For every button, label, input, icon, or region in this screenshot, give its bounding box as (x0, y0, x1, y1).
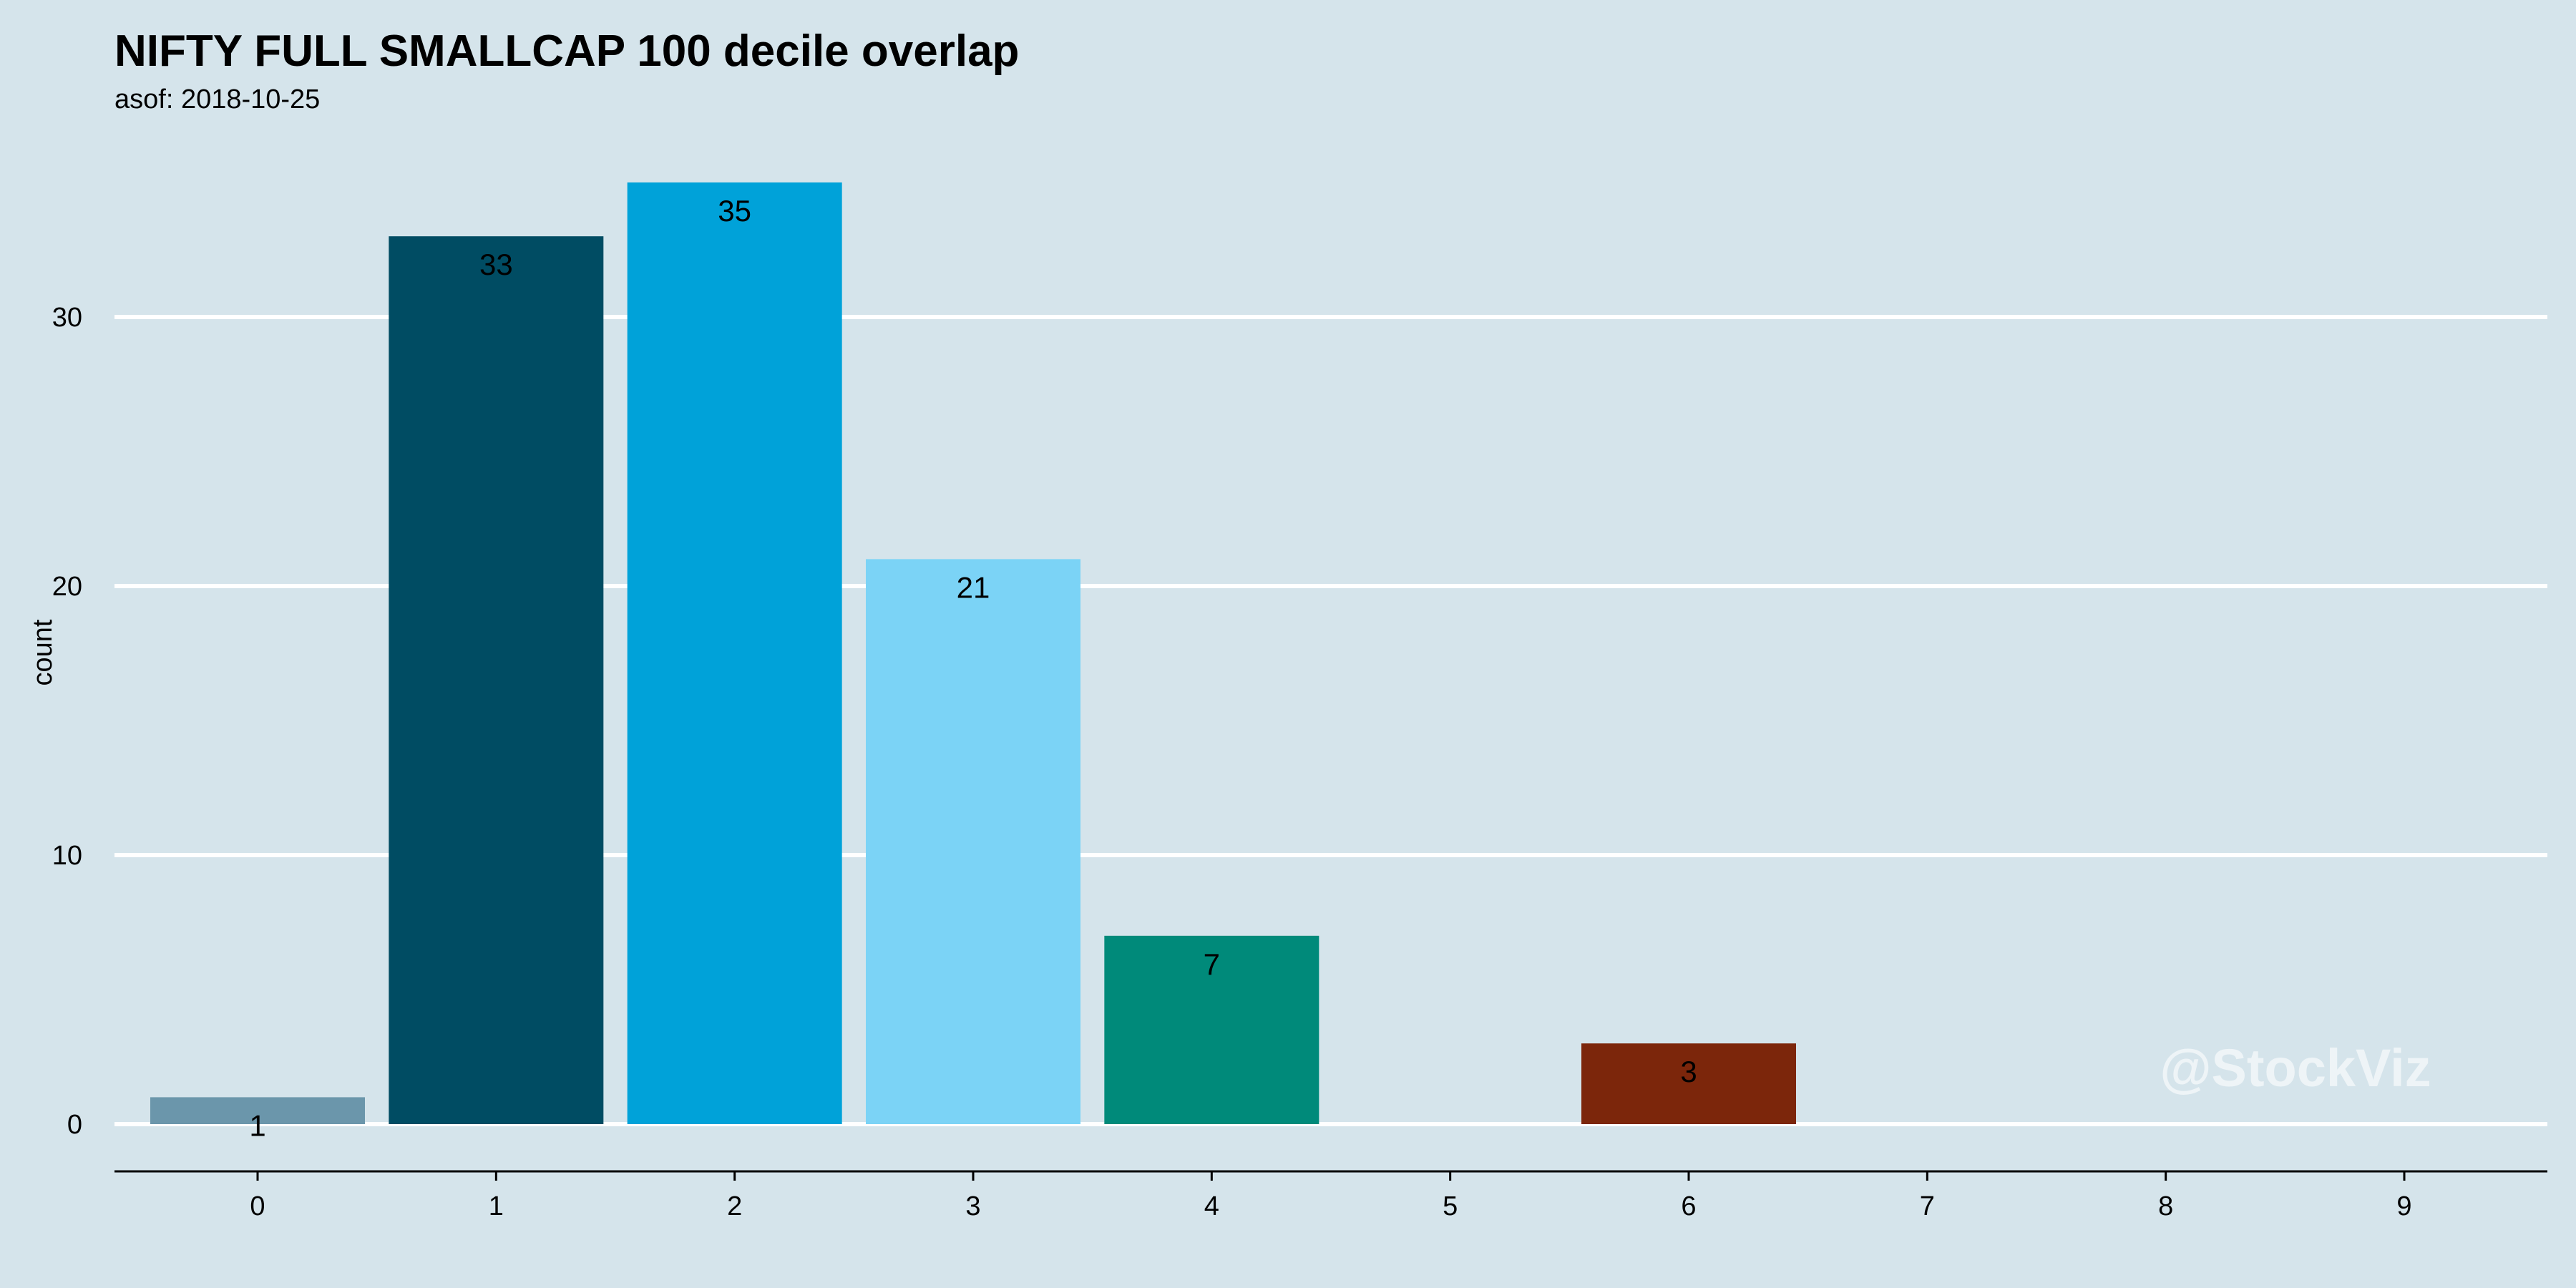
data-label-1: 33 (479, 248, 513, 281)
bar-4 (1104, 935, 1319, 1124)
data-label-6: 3 (1680, 1055, 1697, 1088)
chart-subtitle: asof: 2018-10-25 (114, 84, 321, 114)
y-tick-label-10: 10 (52, 841, 82, 871)
x-tick-label-3: 3 (965, 1191, 980, 1221)
data-label-2: 35 (718, 194, 751, 228)
bar-3 (866, 559, 1080, 1124)
data-label-3: 21 (957, 570, 990, 604)
bar-1 (389, 236, 604, 1125)
y-tick-label-30: 30 (52, 303, 82, 333)
y-tick-label-20: 20 (52, 572, 82, 602)
watermark: @StockViz (2160, 1038, 2431, 1098)
x-tick-label-8: 8 (2158, 1191, 2173, 1221)
x-tick-label-0: 0 (250, 1191, 265, 1221)
bar-6 (1581, 1043, 1796, 1124)
data-label-0: 1 (249, 1108, 265, 1142)
x-tick-label-9: 9 (2396, 1191, 2411, 1221)
y-axis-label: count (28, 619, 58, 686)
x-tick-label-5: 5 (1443, 1191, 1458, 1221)
bar-0 (150, 1097, 365, 1124)
x-tick-label-7: 7 (1920, 1191, 1935, 1221)
bar-2 (627, 182, 842, 1124)
x-tick-label-6: 6 (1681, 1191, 1696, 1221)
chart-title: NIFTY FULL SMALLCAP 100 decile overlap (114, 26, 1020, 76)
x-tick-label-2: 2 (727, 1191, 742, 1221)
x-tick-label-1: 1 (489, 1191, 504, 1221)
y-tick-label-0: 0 (67, 1110, 82, 1140)
data-label-4: 7 (1204, 947, 1220, 981)
x-tick-label-4: 4 (1204, 1191, 1219, 1221)
